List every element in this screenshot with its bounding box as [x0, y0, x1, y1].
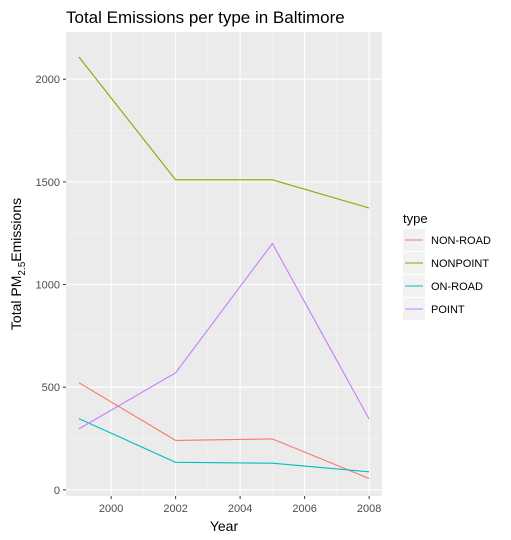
x-tick-label: 2008 [357, 503, 381, 515]
y-axis-title-suffix: Emissions [8, 198, 24, 262]
legend-label: ON-ROAD [431, 281, 483, 293]
y-axis-title: Total PM2.5Emissions [8, 198, 28, 330]
x-tick-label: 2000 [99, 503, 123, 515]
x-axis-title: Year [210, 518, 239, 534]
y-tick-label: 2000 [36, 74, 60, 86]
y-tick-label: 0 [54, 485, 60, 497]
x-tick-label: 2002 [163, 503, 187, 515]
y-axis-title-subscript: 2.5 [17, 261, 28, 275]
legend: NON-ROAD NONPOINT ON-ROAD POINT [403, 229, 491, 320]
legend-label: POINT [431, 304, 465, 316]
y-axis-title-prefix: Total PM [8, 276, 24, 330]
legend-label: NON-ROAD [431, 235, 491, 247]
grid [66, 32, 382, 496]
x-tick-label: 2004 [228, 503, 252, 515]
series-lines [78, 56, 370, 480]
y-axis: 0 500 1000 1500 2000 [36, 74, 66, 497]
series-line-on-road [78, 418, 370, 473]
x-axis: 2000 2002 2004 2006 2008 [99, 496, 381, 515]
x-tick-label: 2006 [292, 503, 316, 515]
chart-title: Total Emissions per type in Baltimore [66, 8, 345, 27]
series-line-non-road [78, 382, 370, 480]
legend-label: NONPOINT [431, 258, 489, 270]
y-tick-label: 1000 [36, 280, 60, 292]
y-tick-label: 500 [42, 382, 60, 394]
series-line-point [78, 242, 370, 430]
series-line-nonpoint [78, 56, 370, 209]
y-tick-label: 1500 [36, 177, 60, 189]
plot-panel [66, 32, 382, 496]
legend-title: type [403, 211, 428, 226]
